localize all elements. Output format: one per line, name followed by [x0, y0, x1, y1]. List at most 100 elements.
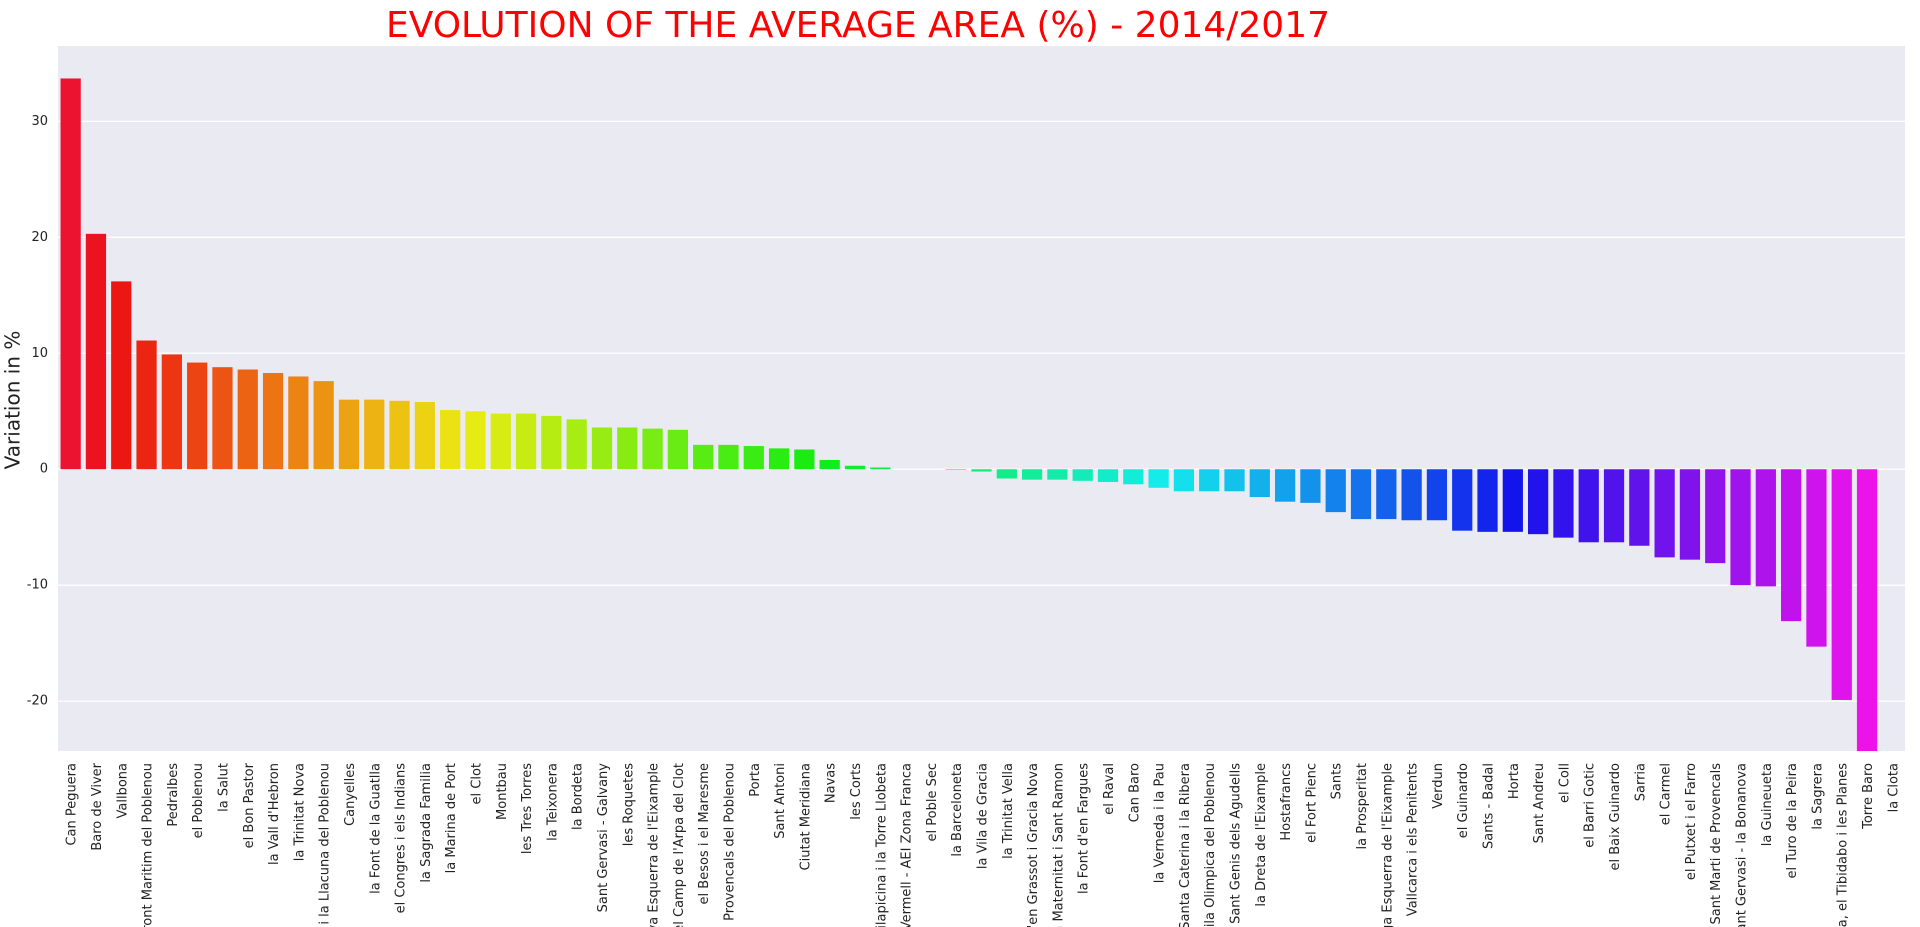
bars [60, 78, 1878, 751]
bar [971, 469, 992, 472]
bar [490, 413, 511, 470]
bar [288, 376, 309, 470]
x-tick-label: el Clot [469, 763, 484, 804]
x-tick-label: Vallbona [115, 763, 130, 819]
x-tick-label: la Trinitat Vella [1001, 763, 1016, 859]
bar [1325, 469, 1346, 513]
x-tick-label: el Poble Sec [925, 763, 940, 841]
x-tick-label: Horta [1507, 763, 1522, 799]
bar [844, 465, 866, 470]
x-tick-label: el Poblenou [191, 763, 206, 838]
x-tick-label: les Roquetes [621, 763, 636, 847]
x-tick-label: la Vall d'Hebron [267, 763, 282, 865]
x-tick-label: Sant Genis dels Agudells [1229, 763, 1244, 924]
x-tick-label: Can Peguera [65, 763, 80, 846]
x-tick-label: el Camp de l'Arpa del Clot [672, 763, 687, 927]
bar [262, 372, 284, 470]
x-tick-label: la Nova Esquerra de l'Eixample [647, 763, 662, 927]
bar [1274, 469, 1296, 502]
x-tick-label: Vallcarca i els Penitents [1406, 763, 1421, 916]
x-tick-label: la Marina del Prat Vermell - AEI Zona Fr… [900, 763, 915, 927]
bar [1831, 469, 1852, 700]
bar [743, 446, 764, 470]
bar [693, 444, 714, 470]
bar [237, 369, 258, 470]
x-tick-label: Vilapicina i la Torre Llobeta [874, 763, 889, 927]
bar [364, 399, 385, 470]
x-tick-label: Provencals del Poblenou [722, 763, 737, 921]
bar [1705, 469, 1726, 564]
x-tick-label: la Verneda i la Pau [1153, 763, 1168, 883]
x-tick-label: Pedralbes [166, 763, 181, 827]
x-tick-label: la Font de la Guatlla [368, 763, 383, 894]
bar [996, 469, 1017, 479]
x-tick-label: el Barri Gotic [1583, 763, 1598, 848]
bar [1806, 469, 1827, 647]
bar [136, 340, 157, 470]
x-tick-label: el Besos i el Maresme [697, 763, 712, 904]
bar [768, 448, 790, 470]
bar [1528, 469, 1549, 535]
bar [1629, 469, 1650, 546]
x-tick-label: Sant Marti de Provencals [1709, 763, 1724, 925]
x-tick-label: el Turo de la Peira [1785, 763, 1800, 878]
x-tick-label: Sant Antoni [773, 763, 788, 839]
x-tick-label: la Prosperitat [1355, 763, 1370, 849]
bar [1603, 469, 1625, 543]
x-tick-label: Hostafrancs [1279, 763, 1294, 841]
x-tick-label: la Trinitat Nova [292, 763, 307, 861]
bar [946, 469, 967, 470]
bar [440, 410, 461, 470]
x-tick-label: el Carmel [1659, 763, 1674, 825]
x-tick-label: Verdun [1431, 763, 1446, 809]
bar [1477, 469, 1498, 532]
x-tick-label: la Font d'en Fargues [1077, 763, 1092, 894]
bar [566, 419, 587, 470]
x-tick-label: el Camp d'en Grassot i Gracia Nova [1026, 763, 1041, 927]
x-tick-label: el Congres i els Indians [394, 763, 409, 914]
y-tick-label: 20 [31, 230, 48, 245]
x-tick-label: el Fort Pienc [1304, 763, 1319, 843]
bar [1072, 469, 1093, 481]
x-tick-label: el Bon Pastor [242, 762, 257, 848]
bar [794, 449, 815, 470]
x-tick-label: el Front Maritim del Poblenou [141, 763, 156, 927]
x-tick-label: Montbau [495, 763, 510, 820]
x-tick-label: el Raval [1102, 763, 1117, 815]
bar [338, 399, 360, 470]
x-tick-label: Navas [824, 763, 839, 803]
bar [1173, 469, 1195, 492]
bar [1047, 469, 1068, 480]
bar [1249, 469, 1270, 498]
x-tick-label: la Vila de Gracia [976, 763, 991, 869]
x-tick-label: Can Baro [1127, 763, 1142, 822]
x-tick-label: Sarria [1633, 763, 1648, 801]
x-tick-label: les Corts [849, 763, 864, 820]
bar [1426, 469, 1448, 521]
bar [1452, 469, 1473, 531]
x-tick-label: la Teixonera [545, 763, 560, 841]
bar [1679, 469, 1701, 560]
bar [1097, 469, 1119, 482]
x-tick-label: la Maternitat i Sant Ramon [1051, 763, 1066, 927]
x-tick-label: la Bordeta [571, 763, 586, 830]
bar [85, 233, 107, 470]
x-tick-label: el Coll [1557, 763, 1572, 803]
bar [389, 400, 410, 470]
x-tick-label: Sants - Badal [1482, 763, 1497, 849]
y-tick-label: 30 [31, 114, 48, 129]
bar [187, 362, 208, 470]
plot-background [58, 46, 1905, 751]
y-tick-label: 10 [31, 346, 48, 361]
x-tick-label: Torre Baro [1861, 763, 1876, 830]
bar [1755, 469, 1776, 587]
x-tick-label: el Guinardo [1456, 763, 1471, 838]
y-tick-label: 0 [40, 462, 48, 477]
bar [1021, 469, 1043, 480]
y-tick-label: -10 [27, 578, 48, 593]
x-tick-label: Sants [1330, 763, 1345, 800]
bar [161, 354, 182, 470]
bar [1856, 469, 1878, 751]
bar [414, 401, 435, 470]
